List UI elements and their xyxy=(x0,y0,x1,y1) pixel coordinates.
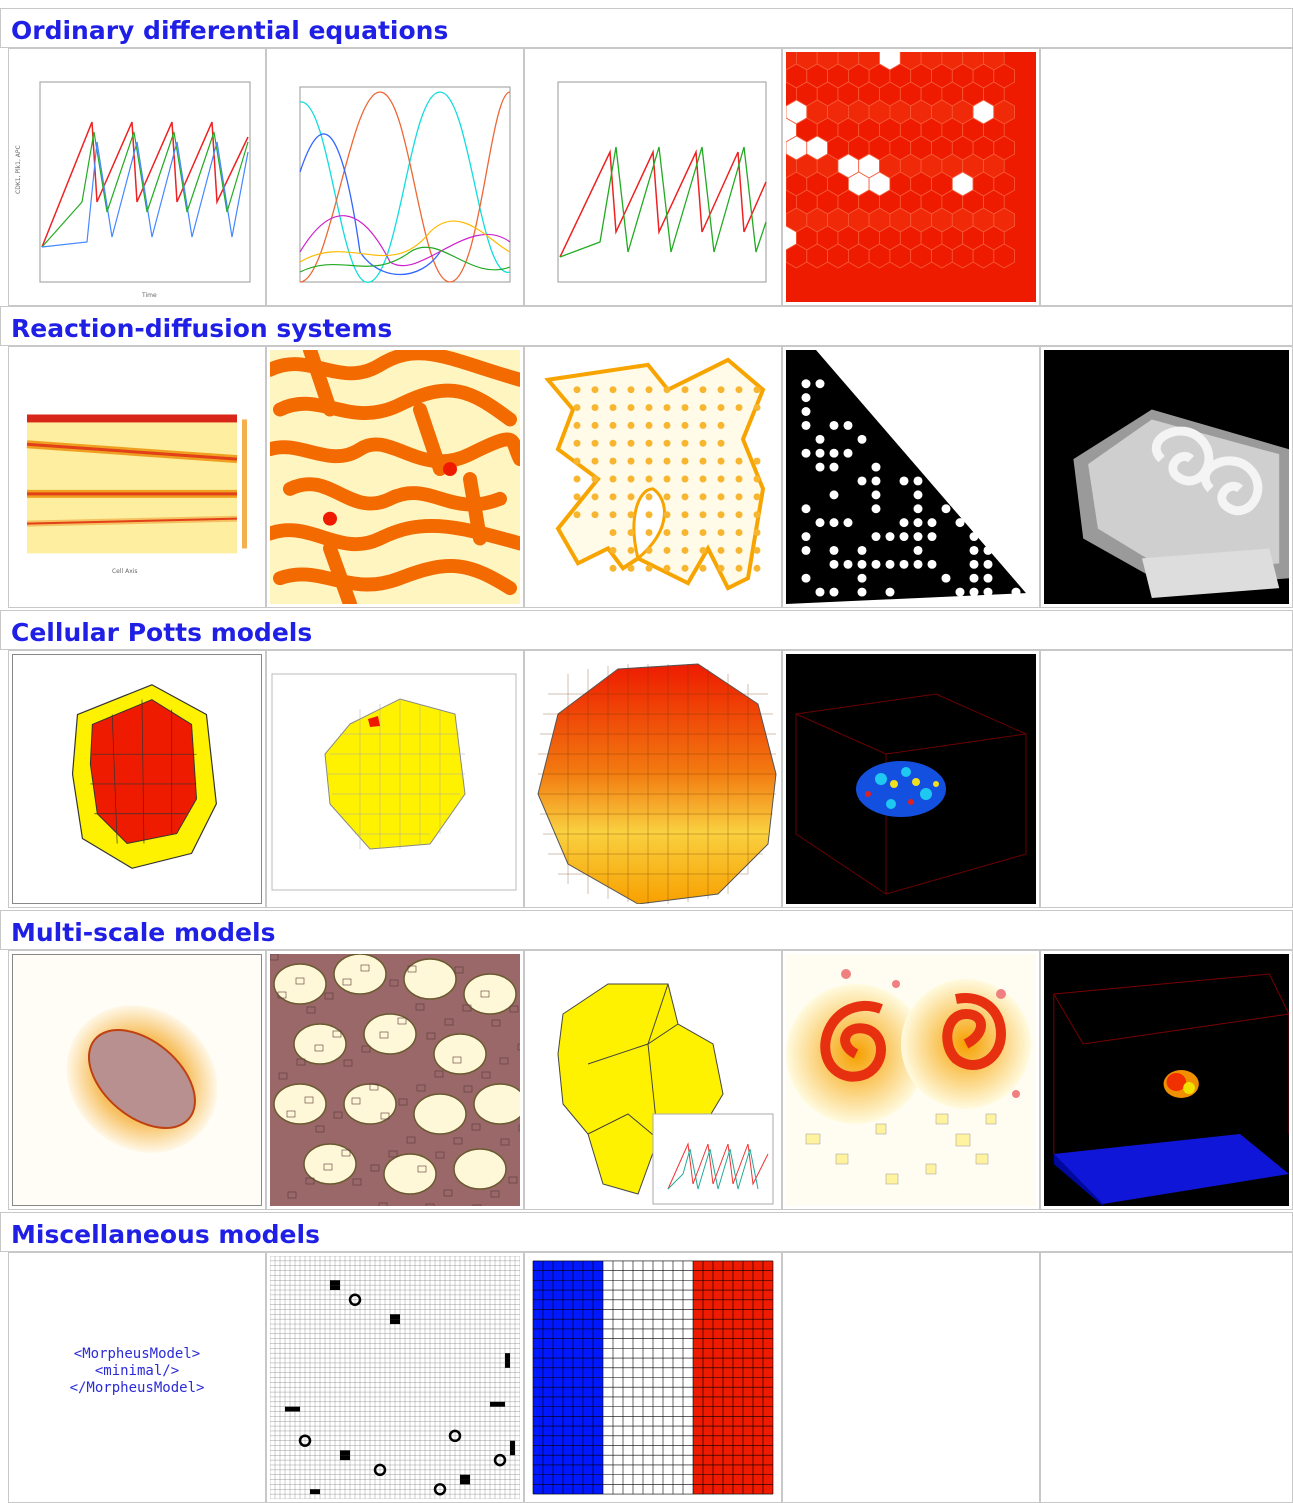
code-line: <MorpheusModel> xyxy=(12,1346,262,1363)
section-header-reaction-diffusion: Reaction-diffusion systems xyxy=(0,306,1293,346)
gallery-cell xyxy=(524,346,782,608)
cpm-3d-spheroid-thumbnail[interactable] xyxy=(786,654,1036,904)
section-header-ode: Ordinary differential equations xyxy=(0,8,1293,48)
misc-game-of-life-thumbnail[interactable] xyxy=(270,1256,520,1499)
gallery-cell: Cell Axis xyxy=(8,346,266,608)
cpm-gradient-tissue-thumbnail[interactable] xyxy=(528,654,778,904)
section-title-miscellaneous[interactable]: Miscellaneous models xyxy=(11,1220,320,1249)
misc-minimal-model-thumbnail[interactable]: <MorpheusModel> <minimal/> </MorpheusMod… xyxy=(12,1256,262,1499)
ms-cell-division-thumbnail[interactable] xyxy=(528,954,778,1206)
gallery-cell xyxy=(266,1252,524,1503)
ms-dictyostelium-thumbnail[interactable] xyxy=(786,954,1036,1206)
gallery-cell xyxy=(782,346,1040,608)
gallery-cell-empty xyxy=(782,1252,1040,1503)
svg-text:Time: Time xyxy=(141,292,157,299)
gallery-cell xyxy=(8,650,266,908)
rd-3d-spiral-thumbnail[interactable] xyxy=(1044,350,1289,604)
gallery-cell xyxy=(524,650,782,908)
ms-3d-migration-thumbnail[interactable] xyxy=(1044,954,1289,1206)
ms-tissue-network-thumbnail[interactable] xyxy=(270,954,520,1206)
gallery-cell-empty xyxy=(1040,48,1293,306)
gallery-cell xyxy=(266,650,524,908)
section-header-multi-scale: Multi-scale models xyxy=(0,910,1293,950)
gallery-cell xyxy=(524,1252,782,1503)
section-header-cellular-potts: Cellular Potts models xyxy=(0,610,1293,650)
gallery-cell xyxy=(1040,346,1293,608)
minimal-model-code: <MorpheusModel> <minimal/> </MorpheusMod… xyxy=(12,1346,262,1397)
gallery-cell xyxy=(782,650,1040,908)
rd-black-triangle-thumbnail[interactable] xyxy=(786,350,1036,604)
rd-turing-stripes-thumbnail[interactable] xyxy=(270,350,520,604)
ode-mapk-plot-thumbnail[interactable] xyxy=(270,52,520,302)
section-title-ode[interactable]: Ordinary differential equations xyxy=(11,16,448,45)
gallery-cell xyxy=(1040,950,1293,1210)
gallery-cell xyxy=(524,48,782,306)
section-title-multi-scale[interactable]: Multi-scale models xyxy=(11,918,275,947)
rd-kymograph-thumbnail[interactable]: Cell Axis xyxy=(12,350,262,604)
ode-hexagon-lattice-thumbnail[interactable] xyxy=(786,52,1036,302)
code-line: <minimal/> xyxy=(12,1363,262,1380)
gallery-cell xyxy=(266,48,524,306)
section-title-reaction-diffusion[interactable]: Reaction-diffusion systems xyxy=(11,314,392,343)
ms-tumor-growth-thumbnail[interactable] xyxy=(12,954,262,1206)
section-title-cellular-potts[interactable]: Cellular Potts models xyxy=(11,618,312,647)
rd-domain-spots-thumbnail[interactable] xyxy=(528,350,778,604)
gallery-cell xyxy=(524,950,782,1210)
gallery-cell xyxy=(782,48,1040,306)
code-line: </MorpheusModel> xyxy=(12,1380,262,1397)
gallery-cell-empty xyxy=(1040,1252,1293,1503)
cpm-cell-sorting-thumbnail[interactable] xyxy=(12,654,262,904)
gallery-cell xyxy=(266,346,524,608)
gallery-cell: CDK1, Plk1, APC Time xyxy=(8,48,266,306)
gallery-cell xyxy=(782,950,1040,1210)
ode-cell-cycle-plot-thumbnail[interactable]: CDK1, Plk1, APC Time xyxy=(12,52,262,302)
svg-text:CDK1, Plk1, APC: CDK1, Plk1, APC xyxy=(15,145,22,194)
gallery-cell: <MorpheusModel> <minimal/> </MorpheusMod… xyxy=(8,1252,266,1503)
gallery-cell xyxy=(266,950,524,1210)
gallery-cell-empty xyxy=(1040,650,1293,908)
gallery-cell xyxy=(8,950,266,1210)
section-header-miscellaneous: Miscellaneous models xyxy=(0,1212,1293,1252)
svg-text:Cell Axis: Cell Axis xyxy=(112,568,138,575)
cpm-cell-proliferation-thumbnail[interactable] xyxy=(270,654,520,904)
ode-oscillator-plot-thumbnail[interactable] xyxy=(528,52,778,302)
misc-french-flag-grid-thumbnail[interactable] xyxy=(528,1256,778,1499)
